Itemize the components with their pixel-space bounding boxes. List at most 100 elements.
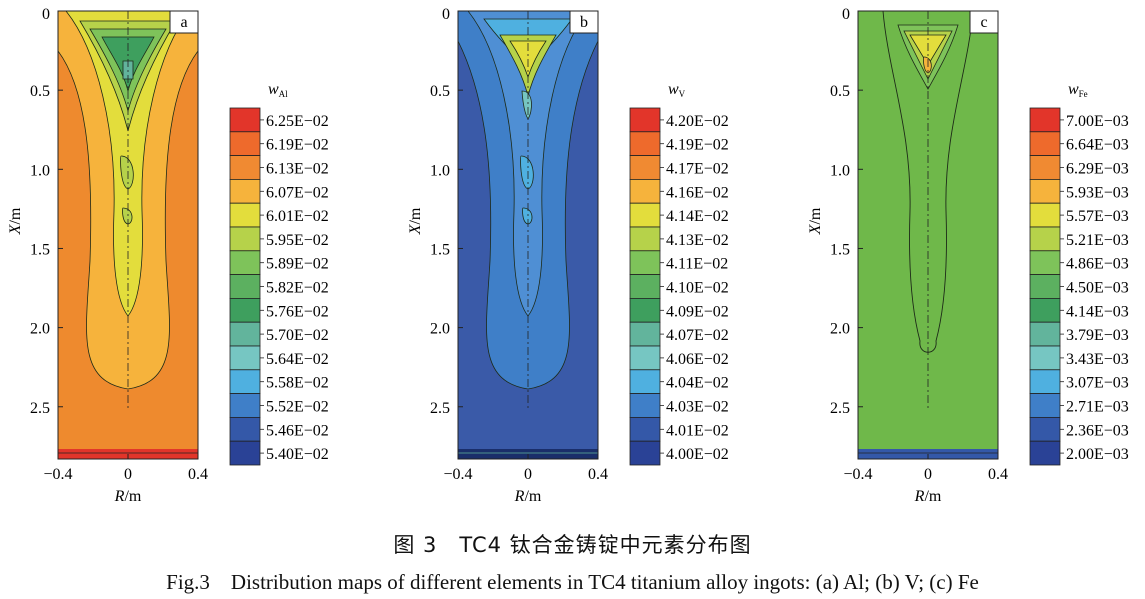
legend-swatch (629, 321, 661, 347)
y-tick-label: 0 (842, 6, 850, 23)
figure-canvas: a 0 0.5 1.0 1.5 2.0 2.5 −0.4 0 0.4 R/m X/m wAl 6.25E−… (7, 6, 1129, 505)
legend-swatch (1029, 393, 1061, 418)
y-tick-label: 1.0 (430, 162, 450, 179)
legend-title: wV (668, 81, 686, 99)
legend-label: 5.93E−03 (1066, 184, 1129, 201)
legend-swatch (629, 440, 661, 466)
y-tick-label: 2.0 (430, 321, 450, 338)
legend-swatch (229, 202, 261, 228)
legend-swatch (629, 202, 661, 228)
panel-label-text: a (180, 14, 187, 31)
y-axis-label: X/m (407, 207, 424, 235)
x-axis-label: R/m (514, 488, 542, 505)
legend-swatch (629, 155, 661, 180)
legend-label: 4.11E−02 (666, 256, 728, 273)
legend-title: wAl (268, 81, 288, 99)
legend-label: 4.10E−02 (666, 280, 729, 297)
x-axis-label: R/m (114, 488, 142, 505)
panel-label: c (969, 10, 999, 34)
panel-label: a (169, 10, 199, 34)
x-tick-label: −0.4 (843, 466, 872, 483)
legend-label: 5.46E−02 (266, 422, 329, 439)
y-tick-label: 2.5 (830, 400, 850, 417)
legend-swatch (229, 107, 261, 133)
y-axis-label: X/m (807, 207, 824, 235)
legend-label: 4.04E−02 (666, 375, 729, 392)
legend-swatch (629, 393, 661, 418)
legend-title: wFe (1068, 81, 1088, 99)
legend-swatch (629, 369, 661, 394)
legend-swatch (1029, 178, 1061, 204)
panel-label-text: b (580, 14, 588, 31)
y-tick-label: 1.5 (430, 241, 450, 258)
legend-label: 2.71E−03 (1066, 399, 1129, 416)
legend-label: 4.86E−03 (1066, 256, 1129, 273)
legend-swatch (629, 226, 661, 252)
plot-area (58, 11, 198, 459)
legend-swatch (1029, 274, 1061, 299)
x-tick-label: 0.4 (588, 466, 608, 483)
legend-swatch (229, 416, 261, 442)
panel-label-box (569, 10, 599, 34)
y-tick-label: 0.5 (830, 83, 850, 100)
legend-label: 4.00E−02 (666, 446, 729, 463)
panel-label: b (569, 10, 599, 34)
legend-label: 6.19E−02 (266, 137, 329, 154)
caption-chinese: 图 3 TC4 钛合金铸锭中元素分布图 (393, 533, 752, 557)
legend-label: 5.76E−02 (266, 303, 329, 320)
y-tick-label: 2.0 (30, 321, 50, 338)
x-tick-label: −0.4 (443, 466, 472, 483)
legend-swatch (229, 178, 261, 204)
legend-label: 5.64E−02 (266, 351, 329, 368)
y-tick-label: 1.5 (830, 241, 850, 258)
x-tick-label: 0.4 (188, 466, 208, 483)
legend-label: 4.03E−02 (666, 399, 729, 416)
legend-swatch (1029, 321, 1061, 347)
legend-label: 4.01E−02 (666, 422, 729, 439)
legend-swatch (1029, 297, 1061, 323)
legend-label: 5.58E−02 (266, 375, 329, 392)
legend-label: 6.64E−03 (1066, 137, 1129, 154)
legend-swatch (229, 297, 261, 323)
legend-label: 6.25E−02 (266, 113, 329, 130)
figure-panels: a 0 0.5 1.0 1.5 2.0 2.5 −0.4 0 0.4 R/m X/m wAl 6.25E−… (7, 6, 1129, 505)
legend-label: 4.09E−02 (666, 303, 729, 320)
legend-swatch (229, 345, 261, 371)
legend-swatch (1029, 369, 1061, 394)
legend-label: 5.52E−02 (266, 399, 329, 416)
legend-swatch (1029, 345, 1061, 371)
legend-label: 6.29E−03 (1066, 161, 1129, 178)
legend-swatch (229, 274, 261, 299)
legend-swatch (1029, 131, 1061, 157)
legend-swatch (1029, 250, 1061, 276)
legend-swatch (229, 226, 261, 252)
legend-label: 2.00E−03 (1066, 446, 1129, 463)
panel-a: a 0 0.5 1.0 1.5 2.0 2.5 −0.4 0 0.4 R/m X/m wAl 6.25E−… (7, 6, 329, 505)
legend-label: 6.01E−02 (266, 208, 329, 225)
caption-english: Fig.3 Distribution maps of different ele… (166, 570, 979, 594)
legend-swatch (1029, 155, 1061, 180)
legend-label: 3.43E−03 (1066, 351, 1129, 368)
legend-swatch (1029, 107, 1061, 133)
legend-label: 5.95E−02 (266, 232, 329, 249)
y-tick-label: 0.5 (30, 83, 50, 100)
x-tick-label: 0 (924, 466, 932, 483)
contour-region (923, 56, 932, 74)
legend-label: 4.07E−02 (666, 327, 729, 344)
legend-label: 6.07E−02 (266, 184, 329, 201)
y-tick-label: 2.5 (430, 400, 450, 417)
y-tick-label: 1.5 (30, 241, 50, 258)
panel-label-box (169, 10, 199, 34)
legend-swatch (229, 155, 261, 180)
panel-c: c 0 0.5 1.0 1.5 2.0 2.5 −0.4 0 0.4 R/m X/m wFe 7.00E−… (807, 6, 1129, 505)
legend-swatch (1029, 226, 1061, 252)
legend-label: 3.79E−03 (1066, 327, 1129, 344)
panel-label-text: c (980, 14, 987, 31)
x-tick-label: 0.4 (988, 466, 1008, 483)
legend-swatch (629, 131, 661, 157)
legend-swatch (229, 440, 261, 466)
y-tick-label: 0.5 (430, 83, 450, 100)
legend-label: 4.19E−02 (666, 137, 729, 154)
plot-area (458, 11, 598, 459)
legend-swatch (629, 178, 661, 204)
